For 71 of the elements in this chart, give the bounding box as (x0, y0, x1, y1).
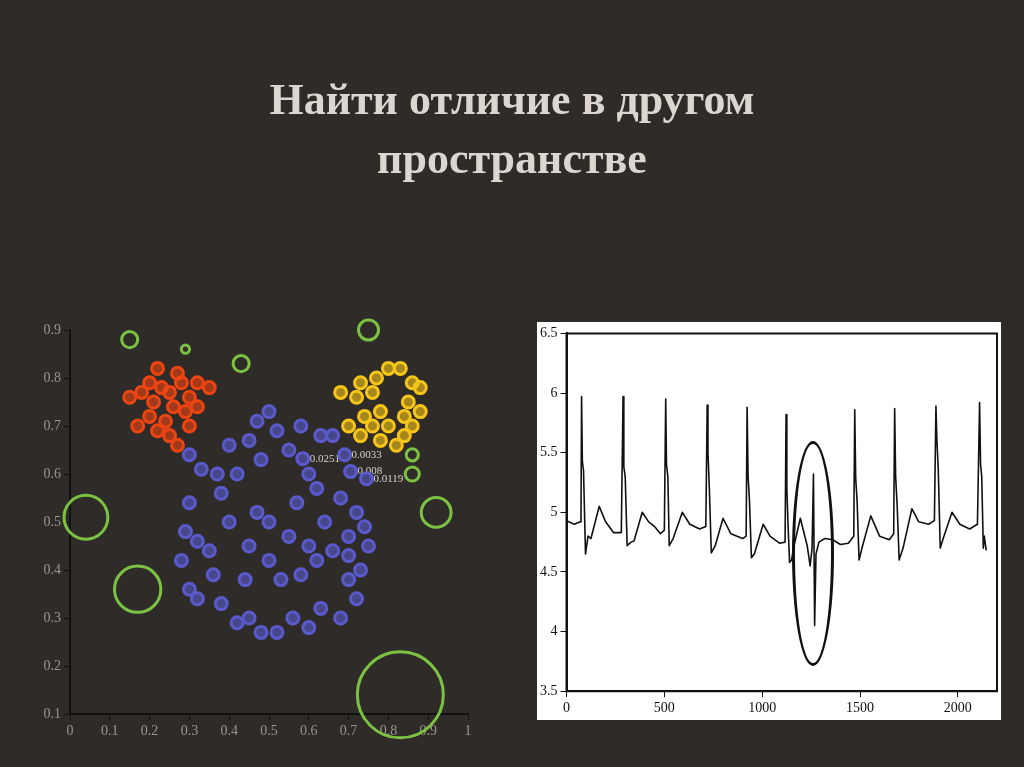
point (349, 389, 365, 405)
y-tick-label: 5.5 (540, 444, 558, 460)
point (150, 423, 166, 439)
point (412, 404, 428, 420)
x-tick-label: 0.7 (339, 723, 358, 739)
x-tick-label: 0.5 (260, 723, 278, 739)
point (380, 418, 396, 434)
y-tick-label: 6 (550, 384, 558, 400)
point (368, 370, 384, 386)
point (372, 432, 388, 448)
point (353, 428, 369, 444)
point (189, 399, 205, 415)
x-tick-label: 0.4 (220, 723, 238, 739)
y-tick-label: 4 (550, 623, 558, 639)
x-tick-label: 0 (563, 700, 570, 716)
point (388, 437, 404, 453)
y-tick-label: 0.4 (43, 561, 61, 577)
x-tick-label: 0 (66, 723, 74, 739)
point (162, 428, 177, 444)
y-tick-label: 0.5 (43, 513, 61, 529)
point (142, 408, 158, 424)
point (165, 399, 181, 415)
point (146, 394, 162, 410)
chart-title: Найти отличие в другом пространстве (268, 74, 756, 186)
point (333, 384, 349, 400)
y-tick-label: 0.7 (43, 417, 61, 433)
point (357, 408, 373, 424)
point (353, 375, 369, 391)
point (181, 418, 197, 434)
point (372, 404, 388, 420)
point (134, 384, 150, 400)
point (130, 418, 146, 434)
annotation: 0.0033 (351, 447, 383, 460)
point (177, 404, 193, 420)
point (162, 384, 177, 400)
x-tick-label: 0.1 (101, 723, 119, 739)
point (169, 437, 185, 453)
x-tick-label: 0.6 (300, 723, 318, 739)
y-tick-label: 3.5 (540, 682, 558, 698)
y-tick-label: 6.5 (540, 325, 558, 341)
y-tick-label: 4.5 (540, 563, 558, 579)
point (396, 408, 412, 424)
point (158, 413, 174, 429)
point (404, 418, 420, 434)
x-tick-label: 2000 (943, 700, 972, 716)
x-tick-label: 500 (653, 700, 675, 716)
point (412, 380, 428, 396)
x-tick-label: 0.2 (140, 723, 159, 739)
point (122, 389, 138, 405)
x-tick-label: 1500 (846, 700, 875, 716)
x-tick-label: 1000 (748, 700, 777, 716)
x-tick-label: 1 (464, 723, 472, 739)
point (392, 360, 408, 376)
y-tick-label: 0.9 (43, 321, 61, 337)
point (201, 380, 217, 396)
y-tick-label: 5 (550, 503, 558, 519)
point (400, 394, 416, 410)
point (181, 389, 197, 405)
y-tick-label: 0.3 (43, 609, 61, 625)
point (364, 384, 380, 400)
point (173, 375, 189, 391)
point (341, 418, 357, 434)
point (189, 375, 205, 391)
y-tick-label: 0.6 (43, 465, 61, 481)
y-tick-label: 0.2 (43, 657, 61, 673)
annotation: 0.0251 (309, 451, 341, 464)
x-tick-label: 0.3 (180, 723, 199, 739)
point (150, 360, 166, 376)
point (364, 418, 380, 434)
point (380, 360, 396, 376)
y-tick-label: 0.8 (43, 369, 61, 385)
